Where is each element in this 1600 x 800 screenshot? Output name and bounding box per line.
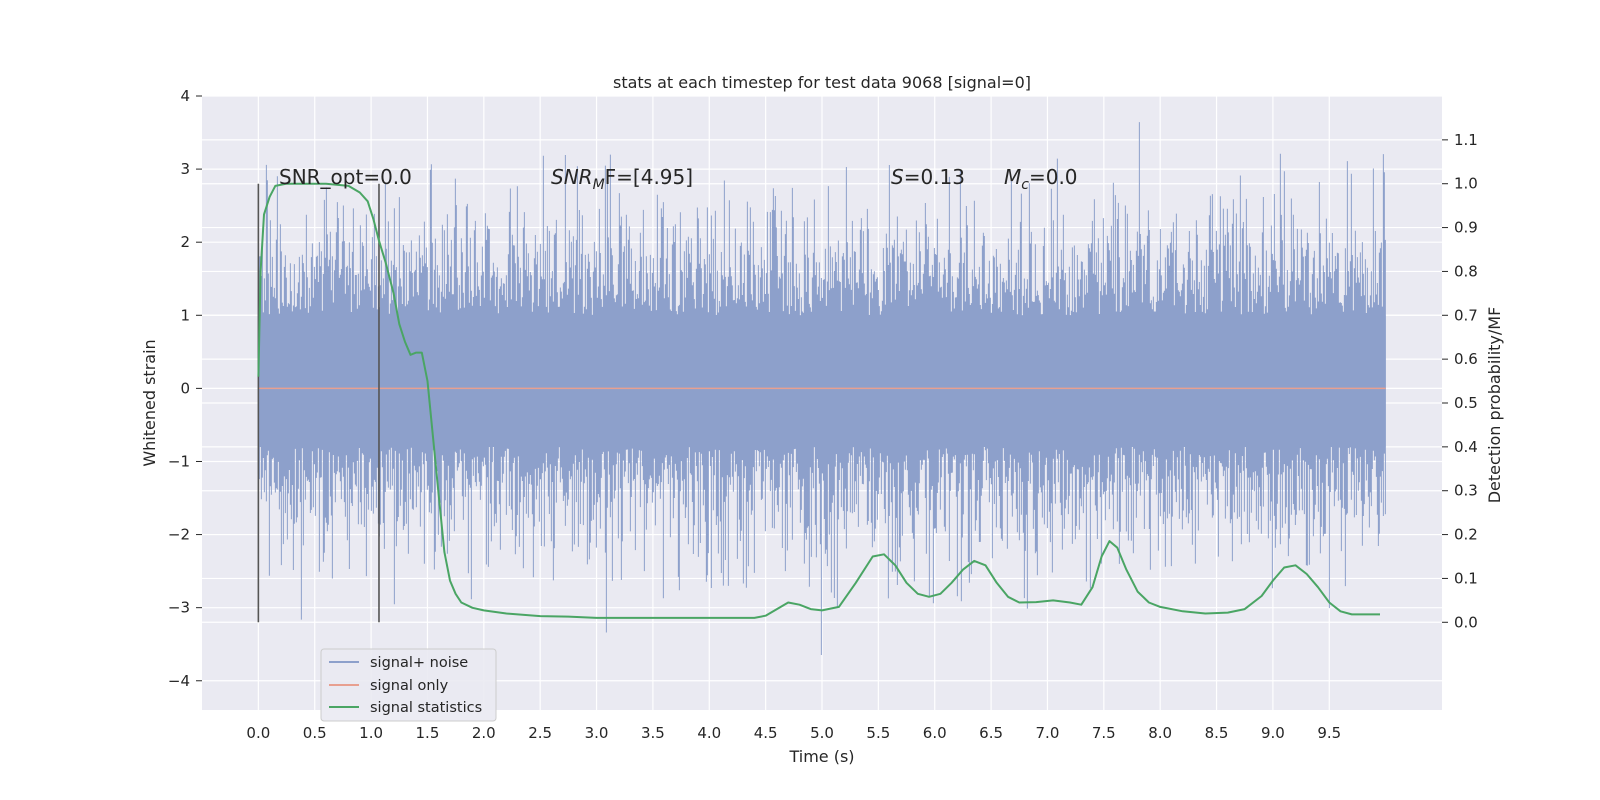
annotation-snr-mf-label: SNR (551, 165, 593, 189)
y-tick-label: 2 (180, 233, 190, 251)
y2-tick-label: 0.5 (1454, 394, 1478, 412)
annotation-mc-value: =0.0 (1029, 165, 1078, 189)
legend-label-signal-only: signal only (370, 678, 449, 694)
y2-tick-label: 1.0 (1454, 175, 1478, 193)
x-axis-label: Time (s) (788, 747, 854, 766)
x-tick-label: 0.5 (303, 724, 327, 742)
y2-tick-label: 0.8 (1454, 262, 1478, 280)
annotation-s-value: =0.13 (904, 165, 965, 189)
x-tick-label: 3.0 (585, 724, 609, 742)
x-tick-label: 0.0 (246, 724, 270, 742)
y-axis-label: Whitened strain (140, 339, 159, 466)
y-tick-label: −1 (168, 452, 190, 470)
y-tick-label: −2 (168, 526, 190, 544)
x-tick-label: 6.0 (923, 724, 947, 742)
legend-label-signal-statistics: signal statistics (370, 700, 482, 716)
annotation-mc-sub: c (1021, 177, 1029, 193)
y2-tick-label: 0.0 (1454, 613, 1478, 631)
y2-tick-label: 0.2 (1454, 526, 1478, 544)
x-tick-label: 1.5 (416, 724, 440, 742)
x-tick-label: 3.5 (641, 724, 665, 742)
y2-tick-label: 0.7 (1454, 306, 1478, 324)
annotation-s-label: S (891, 165, 904, 189)
tick-labels: 0.0 0.5 1.0 1.5 2.0 2.5 3.0 3.5 4.0 4.5 5.0 5.5 6.0 6… (168, 87, 1478, 742)
annotation-snr-mf-rest: F=[4.95] (605, 165, 693, 189)
marker-lines (257, 183, 380, 623)
y2-axis-label: Detection probability/MF (1485, 307, 1504, 504)
x-tick-label: 9.0 (1261, 724, 1285, 742)
legend-box (320, 648, 497, 722)
y2-tick-label: 0.4 (1454, 438, 1478, 456)
annotation-snr-mf: SNRMF=[4.95] (551, 165, 693, 193)
y2-tick-label: 0.1 (1454, 569, 1478, 587)
x-tick-label: 5.5 (866, 724, 890, 742)
y2-tick-label: 0.9 (1454, 219, 1478, 237)
y-tick-label: 0 (180, 379, 190, 397)
annotation-snr-mf-sub: M (593, 177, 605, 193)
x-tick-label: 8.0 (1148, 724, 1172, 742)
y2-tick-label: 0.6 (1454, 350, 1478, 368)
y-tick-label: 4 (180, 87, 190, 105)
y-tick-label: −3 (168, 599, 190, 617)
x-tick-label: 1.0 (359, 724, 383, 742)
y-tick-label: −4 (168, 672, 190, 690)
x-tick-label: 2.5 (528, 724, 552, 742)
signal-noise-series (257, 122, 1386, 655)
y-tick-label: 3 (180, 160, 190, 178)
signal-statistics-series (257, 182, 1380, 619)
chart-title: stats at each timestep for test data 906… (613, 73, 1031, 92)
annotation-s: S=0.13 (891, 165, 965, 189)
y-tick-label: 1 (180, 306, 190, 324)
x-tick-label: 7.0 (1036, 724, 1060, 742)
y2-tick-label: 1.1 (1454, 131, 1478, 149)
annotation-snr-opt: SNR_opt=0.0 (279, 165, 412, 189)
x-tick-label: 4.0 (697, 724, 721, 742)
x-tick-label: 2.0 (472, 724, 496, 742)
annotation-mc-label: M (1004, 165, 1021, 189)
x-tick-label: 6.5 (979, 724, 1003, 742)
y2-tick-label: 0.3 (1454, 482, 1478, 500)
annotation-mc: Mc=0.0 (1004, 165, 1078, 193)
x-tick-label: 9.5 (1317, 724, 1341, 742)
legend: signal+ noise signal only signal statist… (320, 648, 497, 722)
x-tick-label: 5.0 (810, 724, 834, 742)
x-tick-label: 4.5 (754, 724, 778, 742)
legend-label-signal-noise: signal+ noise (370, 655, 468, 671)
x-tick-label: 7.5 (1092, 724, 1116, 742)
x-tick-label: 8.5 (1205, 724, 1229, 742)
